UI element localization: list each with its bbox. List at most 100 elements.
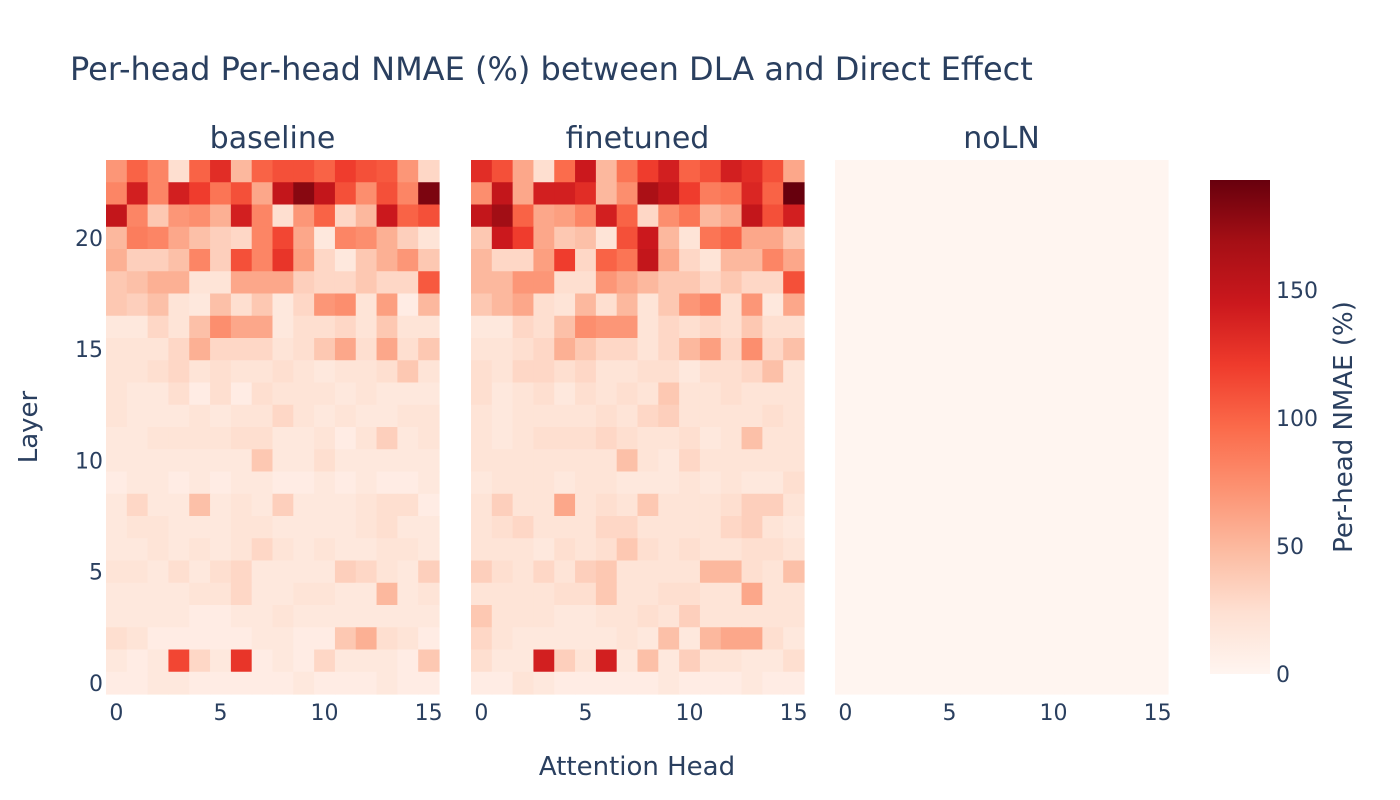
heatmap-cell — [762, 605, 784, 628]
heatmap-cell — [397, 649, 419, 673]
heatmap-cell — [397, 293, 419, 317]
heatmap-cell — [679, 271, 701, 295]
heatmap-cell — [876, 204, 899, 228]
heatmap-cell — [679, 471, 701, 495]
heatmap-cell — [616, 627, 639, 651]
heatmap-cell — [783, 627, 805, 651]
heatmap-cell — [783, 538, 805, 562]
heatmap-cell — [272, 649, 294, 673]
heatmap-cell — [616, 160, 639, 183]
panel-finetuned: finetuned 0 5 10 15 — [471, 121, 808, 726]
heatmap-cell — [334, 382, 357, 406]
heatmap-cell — [230, 315, 253, 339]
heatmap-cell — [897, 516, 919, 539]
heatmap-cell — [939, 338, 961, 361]
x-tick-label: 0 — [474, 701, 488, 726]
heatmap-cell — [168, 427, 190, 450]
heatmap-cell — [314, 582, 336, 606]
heatmap-cell — [314, 671, 336, 695]
heatmap-cell — [168, 182, 190, 206]
heatmap-cell — [616, 204, 639, 228]
heatmap-cell — [741, 404, 763, 428]
heatmap-cell — [835, 271, 857, 295]
heatmap-cell — [334, 582, 357, 606]
heatmap-cell — [575, 315, 597, 339]
heatmap-cell — [1147, 293, 1169, 317]
heatmap-cell — [1147, 582, 1169, 606]
heatmap-cell — [334, 249, 357, 272]
heatmap-cell — [595, 627, 618, 651]
heatmap-cell — [1084, 471, 1107, 495]
heatmap-cell — [210, 449, 232, 473]
heatmap-cell — [251, 160, 274, 183]
heatmap-cell — [679, 582, 701, 606]
heatmap-cell — [293, 360, 315, 384]
heatmap-cell — [189, 360, 211, 384]
heatmap-cell — [471, 560, 493, 584]
heatmap-cell — [1126, 427, 1148, 450]
heatmap-cell — [616, 605, 639, 628]
heatmap-cell — [418, 560, 440, 584]
heatmap-cell — [575, 338, 597, 361]
heatmap-cell — [512, 582, 535, 606]
heatmap-cell — [376, 538, 398, 562]
heatmap-cell — [512, 271, 535, 295]
heatmap-cell — [1126, 404, 1148, 428]
heatmap-cell — [189, 516, 211, 539]
heatmap-cell — [418, 293, 440, 317]
heatmap-cell — [512, 427, 535, 450]
heatmap-cell — [783, 315, 805, 339]
heatmap-cell — [959, 382, 982, 406]
heatmap-cell — [397, 582, 419, 606]
heatmap-cell — [210, 182, 232, 206]
heatmap-cell — [637, 649, 659, 673]
heatmap-cell — [595, 560, 618, 584]
heatmap-cell — [210, 271, 232, 295]
heatmap-cell — [595, 249, 618, 272]
heatmap-cell — [741, 382, 763, 406]
heatmap-cell — [334, 226, 357, 250]
heatmap-cell — [106, 582, 128, 606]
heatmap-cell — [147, 160, 170, 183]
heatmap-cell — [1147, 605, 1169, 628]
heatmap-cell — [147, 516, 170, 539]
heatmap-cell — [959, 182, 982, 206]
heatmap-cell — [1126, 493, 1148, 517]
heatmap-cell — [376, 627, 398, 651]
heatmap-cell — [314, 627, 336, 651]
heatmap-cell — [272, 315, 294, 339]
heatmap-cell — [876, 627, 899, 651]
heatmap-cell — [616, 449, 639, 473]
x-axis-label: Attention Head — [539, 752, 735, 782]
heatmap-cell — [699, 204, 722, 228]
heatmap-cell — [699, 582, 722, 606]
heatmap-cell — [1105, 271, 1127, 295]
y-tick-label: 0 — [89, 672, 103, 697]
heatmap-cell — [699, 338, 722, 361]
heatmap-cell — [272, 516, 294, 539]
heatmap-cell — [1063, 493, 1086, 517]
heatmap-cell — [314, 404, 336, 428]
heatmap-cell — [699, 249, 722, 272]
heatmap-cell — [876, 471, 899, 495]
heatmap-cell — [1001, 649, 1023, 673]
heatmap-cell — [980, 160, 1003, 183]
heatmap-cell — [1147, 271, 1169, 295]
heatmap-cell — [939, 404, 961, 428]
heatmap-cell — [471, 338, 493, 361]
heatmap-cell — [334, 516, 357, 539]
heatmap-cell — [918, 671, 940, 695]
heatmap-cell — [491, 360, 514, 384]
heatmap-cell — [1063, 582, 1086, 606]
heatmap-cell — [293, 338, 315, 361]
heatmap-cell — [1001, 493, 1023, 517]
x-tick-label: 0 — [838, 701, 852, 726]
heatmap-cell — [554, 449, 576, 473]
heatmap-cell — [741, 560, 763, 584]
heatmap-cell — [126, 315, 149, 339]
heatmap-cell — [876, 271, 899, 295]
heatmap-cell — [230, 160, 253, 183]
heatmap-cell — [1043, 382, 1065, 406]
heatmap-cell — [762, 226, 784, 250]
heatmap-cell — [334, 471, 357, 495]
